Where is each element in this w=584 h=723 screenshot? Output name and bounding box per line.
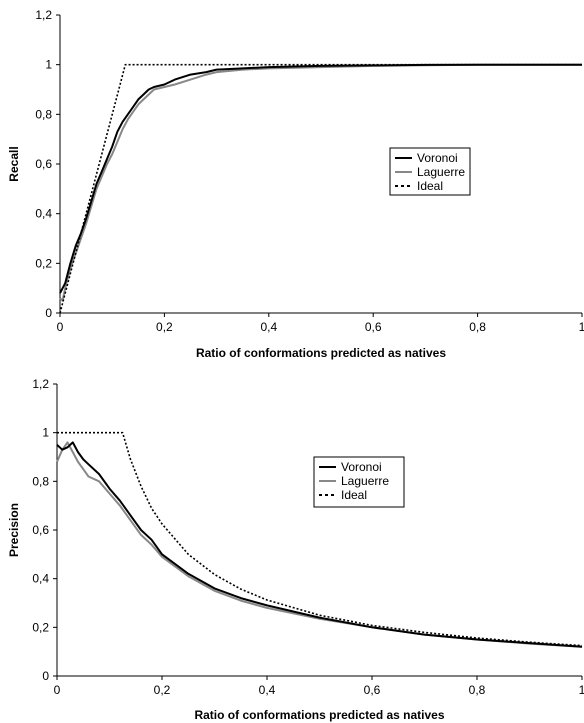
x-tick-label: 0,2 [154, 683, 171, 697]
legend-label-voronoi: Voronoi [341, 460, 382, 474]
x-tick-label: 0,4 [260, 320, 277, 334]
x-tick-label: 0 [57, 320, 64, 334]
y-tick-label: 0,6 [35, 157, 52, 171]
y-tick-label: 0,4 [32, 572, 49, 586]
legend-label-ideal: Ideal [341, 488, 367, 502]
chart-panel-recall: 0 0,2 0,4 0,6 0,8 1 1,2 0 0,2 0,4 0,6 0,8 1 Ratio of … [7, 8, 584, 360]
y-tick-label: 0,8 [32, 474, 49, 488]
series-line-voronoi [56, 441, 583, 648]
y-tick-label: 0 [42, 669, 49, 683]
x-tick-label: 0,2 [156, 320, 173, 334]
series-line-laguerre [59, 63, 582, 302]
x-tick-label: 0 [54, 683, 61, 697]
legend-label-ideal: Ideal [417, 179, 443, 193]
y-axis-label: Recall [7, 146, 21, 181]
x-axis-label: Ratio of conformations predicted as nati… [194, 708, 444, 722]
y-tick-label: 0 [45, 306, 52, 320]
x-tick-label: 0,8 [469, 683, 486, 697]
y-tick-label: 1,2 [32, 377, 49, 391]
x-tick-label: 1 [579, 320, 584, 334]
y-axis-label: Precision [7, 503, 21, 557]
legend-label-laguerre: Laguerre [417, 165, 465, 179]
series-line-ideal [59, 63, 582, 314]
y-tick-label: 0,6 [32, 523, 49, 537]
x-tick-label: 0,4 [259, 683, 276, 697]
x-axis-label: Ratio of conformations predicted as nati… [196, 346, 446, 360]
y-tick-label: 0,2 [35, 256, 52, 270]
legend-label-voronoi: Voronoi [417, 151, 458, 165]
y-tick-label: 0,2 [32, 620, 49, 634]
x-tick-label: 1 [579, 683, 584, 697]
y-tick-label: 0,4 [35, 207, 52, 221]
y-tick-label: 1,2 [35, 8, 52, 22]
x-tick-label: 0,6 [365, 320, 382, 334]
series-line-voronoi [59, 63, 582, 294]
x-tick-label: 0,6 [364, 683, 381, 697]
series-line-ideal [57, 431, 583, 647]
y-tick-label: 0,8 [35, 107, 52, 121]
legend-box [313, 456, 405, 508]
x-tick-label: 0,8 [469, 320, 486, 334]
y-tick-label: 1 [45, 58, 52, 72]
y-tick-label: 1 [42, 426, 49, 440]
legend-label-laguerre: Laguerre [341, 474, 389, 488]
chart-panel-precision: 0 0,2 0,4 0,6 0,8 1 1,2 0 0,2 0,4 0,6 0,8 1 Ratio of … [7, 377, 584, 722]
